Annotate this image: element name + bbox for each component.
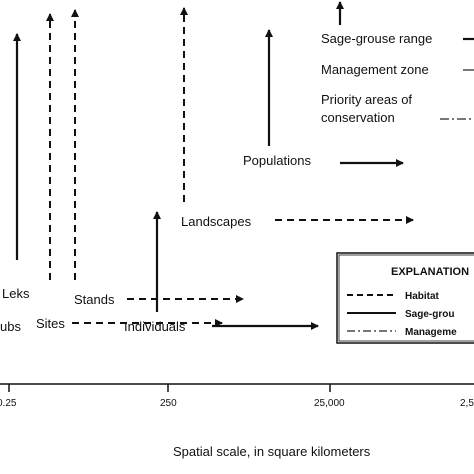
individuals-label: Individuals [124,319,186,334]
x-tick-label-3: 25,000 [314,398,345,409]
sites-label: Sites [36,316,65,331]
populations-label: Populations [243,153,311,168]
x-tick-label-1: 0.25 [0,398,17,409]
habitat-legend-label: Habitat [405,291,440,302]
landscapes-label: Landscapes [181,214,252,229]
priority-legend-label-1: Priority areas of [321,92,412,107]
x-tick-label-4: 2,5 [460,398,474,409]
management-zone-legend-label: Management zone [321,62,429,77]
management-legend-label: Manageme [405,327,457,338]
stands-label: Stands [74,292,115,307]
range-legend-label: Sage-grouse range [321,31,432,46]
sage-grouse-legend-label: Sage-grou [405,309,454,320]
explanation-box: EXPLANATION Habitat Sage-grou Manageme [336,252,474,344]
priority-legend-label-2: conservation [321,110,395,125]
ubs-label: ubs [0,319,21,334]
leks-label: Leks [2,286,30,301]
x-axis-title: Spatial scale, in square kilometers [173,444,371,459]
explanation-title: EXPLANATION [391,266,469,278]
x-tick-label-2: 250 [160,398,177,409]
